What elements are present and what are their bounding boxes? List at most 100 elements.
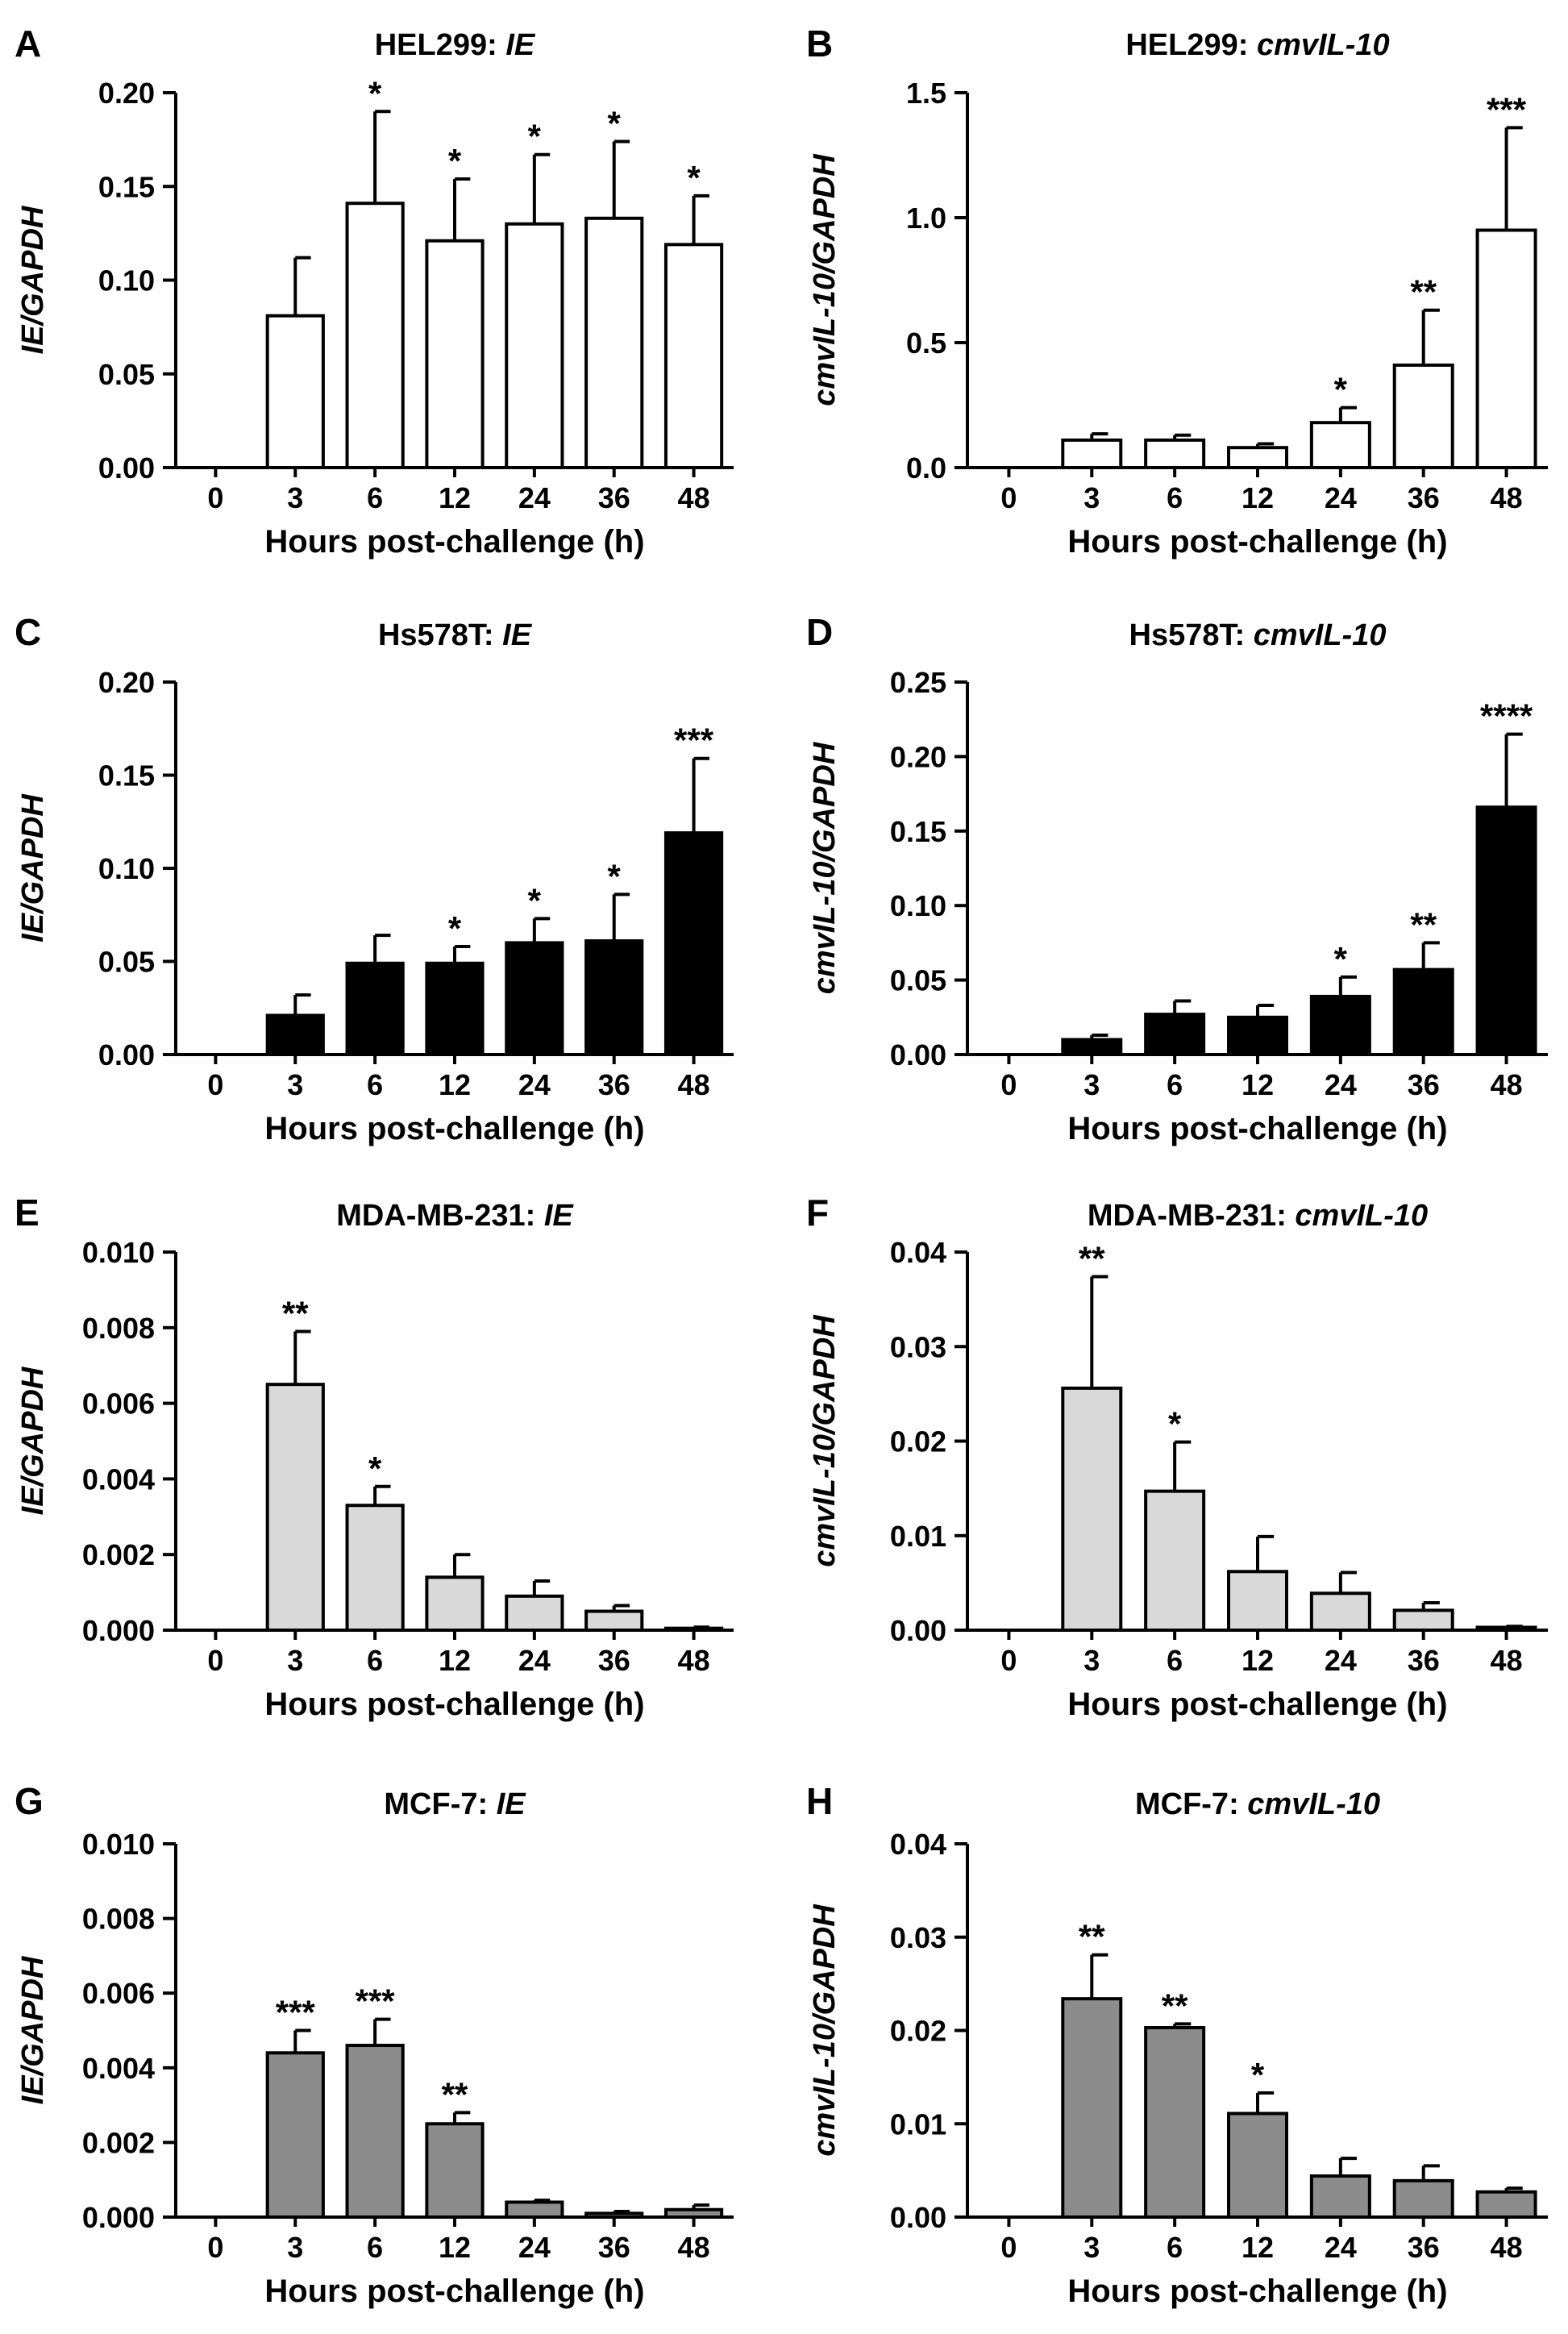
- y-tick-label: 1.5: [906, 77, 946, 110]
- panel-letter-f: F: [806, 1192, 829, 1234]
- significance-24h: *: [528, 881, 542, 919]
- bar-48h: [663, 2207, 724, 2219]
- x-axis-label: Hours post-challenge (h): [1067, 524, 1447, 560]
- panel-title-d: Hs578T: cmvIL-10: [1129, 618, 1387, 652]
- bar-24h: [1309, 421, 1371, 470]
- significance-6h: ***: [356, 1982, 396, 2020]
- x-tick-label-36: 36: [598, 1644, 630, 1677]
- bar-24h: [1309, 1591, 1371, 1632]
- bar-12h: [1227, 2111, 1288, 2220]
- bar-3h: [1061, 438, 1123, 470]
- x-axis-label: Hours post-challenge (h): [1067, 2274, 1447, 2309]
- y-tick-label: 0.05: [98, 358, 155, 391]
- significance-36h: *: [608, 857, 622, 895]
- x-tick-label-12: 12: [439, 1644, 471, 1677]
- x-tick-label-3: 3: [287, 1068, 303, 1101]
- panel-g: G MCF-7: IE 0.000 0.002 0.004 0.006 0.008 0.010…: [15, 1780, 734, 2309]
- x-tick-label-36: 36: [1408, 2231, 1440, 2264]
- significance-24h: *: [1334, 940, 1348, 978]
- y-axis-label: IE/GAPDH: [16, 1955, 50, 2104]
- x-tick-label-12: 12: [1242, 1644, 1274, 1677]
- bar-36h: [1392, 1608, 1454, 1632]
- x-tick-label-3: 3: [1083, 481, 1100, 514]
- x-tick-label-3: 3: [287, 2231, 303, 2264]
- x-tick-label-12: 12: [439, 2231, 471, 2264]
- x-tick-label-36: 36: [1408, 1068, 1440, 1101]
- x-tick-label-48: 48: [678, 1644, 710, 1677]
- y-tick-label: 1.0: [906, 202, 946, 235]
- y-tick-label: 0.15: [98, 170, 155, 203]
- significance-12h: *: [448, 909, 462, 947]
- y-axis-label: cmvIL-10/GAPDH: [808, 1903, 842, 2157]
- x-tick-label-0: 0: [207, 1644, 223, 1677]
- x-tick-label-12: 12: [439, 1068, 471, 1101]
- x-tick-label-12: 12: [1242, 481, 1274, 514]
- y-tick-label: 0.15: [98, 759, 155, 793]
- bar-48h: [1475, 228, 1537, 469]
- y-tick-label: 0.006: [82, 1977, 155, 2010]
- x-tick-label-24: 24: [1325, 1068, 1357, 1101]
- x-tick-label-0: 0: [207, 481, 223, 514]
- bar-36h: [584, 1609, 644, 1633]
- bar-12h: [1227, 446, 1288, 470]
- x-tick-label-3: 3: [287, 481, 303, 514]
- y-tick-label: 0.02: [890, 1425, 946, 1458]
- x-tick-label-0: 0: [207, 1068, 223, 1101]
- panel-d: D Hs578T: cmvIL-10 0.00 0.05 0.10 0.15 0.20 0.2…: [806, 611, 1548, 1146]
- x-tick-label-6: 6: [1167, 481, 1183, 514]
- y-tick-label: 0.05: [98, 946, 155, 979]
- x-tick-label-24: 24: [1325, 1644, 1357, 1677]
- x-tick-label-6: 6: [367, 2231, 383, 2264]
- x-tick-label-0: 0: [1000, 2231, 1017, 2264]
- x-tick-label-6: 6: [1167, 1644, 1183, 1677]
- bar-6h: [345, 961, 405, 1057]
- panel-b: B HEL299: cmvIL-10 0.0 0.5 1.0 1.5 cmvIL-10/GA…: [806, 23, 1548, 560]
- y-axis-label: IE/GAPDH: [16, 205, 50, 354]
- bar-48h: [663, 243, 724, 469]
- bar-3h: [265, 1383, 325, 1633]
- bar-36h: [1392, 967, 1454, 1056]
- panel-title-b: HEL299: cmvIL-10: [1125, 28, 1389, 62]
- y-tick-label: 0.008: [82, 1312, 155, 1345]
- bar-48h: [1475, 2190, 1537, 2220]
- panel-letter-b: B: [806, 23, 833, 64]
- bar-6h: [1144, 1013, 1206, 1057]
- y-tick-label: 0.25: [890, 666, 946, 699]
- y-tick-label: 0.002: [82, 1538, 155, 1571]
- bar-6h: [345, 2044, 405, 2220]
- bar-12h: [425, 239, 485, 469]
- bar-6h: [1144, 438, 1206, 470]
- y-tick-label: 0.0: [906, 451, 946, 485]
- y-tick-label: 0.20: [98, 666, 155, 699]
- bar-36h: [584, 2211, 644, 2220]
- y-tick-label: 0.00: [98, 1038, 155, 1071]
- y-tick-label: 0.20: [98, 77, 155, 110]
- y-tick-label: 0.00: [890, 1614, 946, 1647]
- significance-24h: *: [1334, 371, 1348, 409]
- y-tick-label: 0.008: [82, 1903, 155, 1936]
- y-axis-label: cmvIL-10/GAPDH: [808, 153, 842, 406]
- bar-12h: [1227, 1015, 1288, 1057]
- y-axis-label: cmvIL-10/GAPDH: [808, 741, 842, 994]
- x-tick-label-48: 48: [1491, 2231, 1523, 2264]
- significance-3h: **: [1079, 1239, 1105, 1277]
- panel-f: F MDA-MB-231: cmvIL-10 0.00 0.01 0.02 0.03 0.0…: [806, 1192, 1548, 1722]
- significance-48h: ***: [674, 722, 714, 759]
- panel-title-h: MCF-7: cmvIL-10: [1135, 1787, 1380, 1821]
- bar-3h: [1061, 1038, 1123, 1057]
- x-tick-label-48: 48: [678, 1068, 710, 1101]
- bar-24h: [1309, 994, 1371, 1056]
- x-tick-label-48: 48: [1491, 481, 1523, 514]
- significance-3h: **: [282, 1294, 309, 1332]
- x-tick-label-48: 48: [1491, 1644, 1523, 1677]
- x-axis-label: Hours post-challenge (h): [264, 1687, 644, 1722]
- panel-letter-d: D: [806, 611, 833, 653]
- x-tick-label-6: 6: [1167, 1068, 1183, 1101]
- x-tick-label-48: 48: [678, 2231, 710, 2264]
- x-tick-label-24: 24: [1325, 481, 1357, 514]
- x-tick-label-36: 36: [598, 481, 630, 514]
- y-tick-label: 0.01: [890, 1520, 946, 1553]
- x-axis-label: Hours post-challenge (h): [264, 1111, 644, 1146]
- significance-48h: ***: [1487, 90, 1527, 128]
- bar-3h: [1061, 1997, 1123, 2220]
